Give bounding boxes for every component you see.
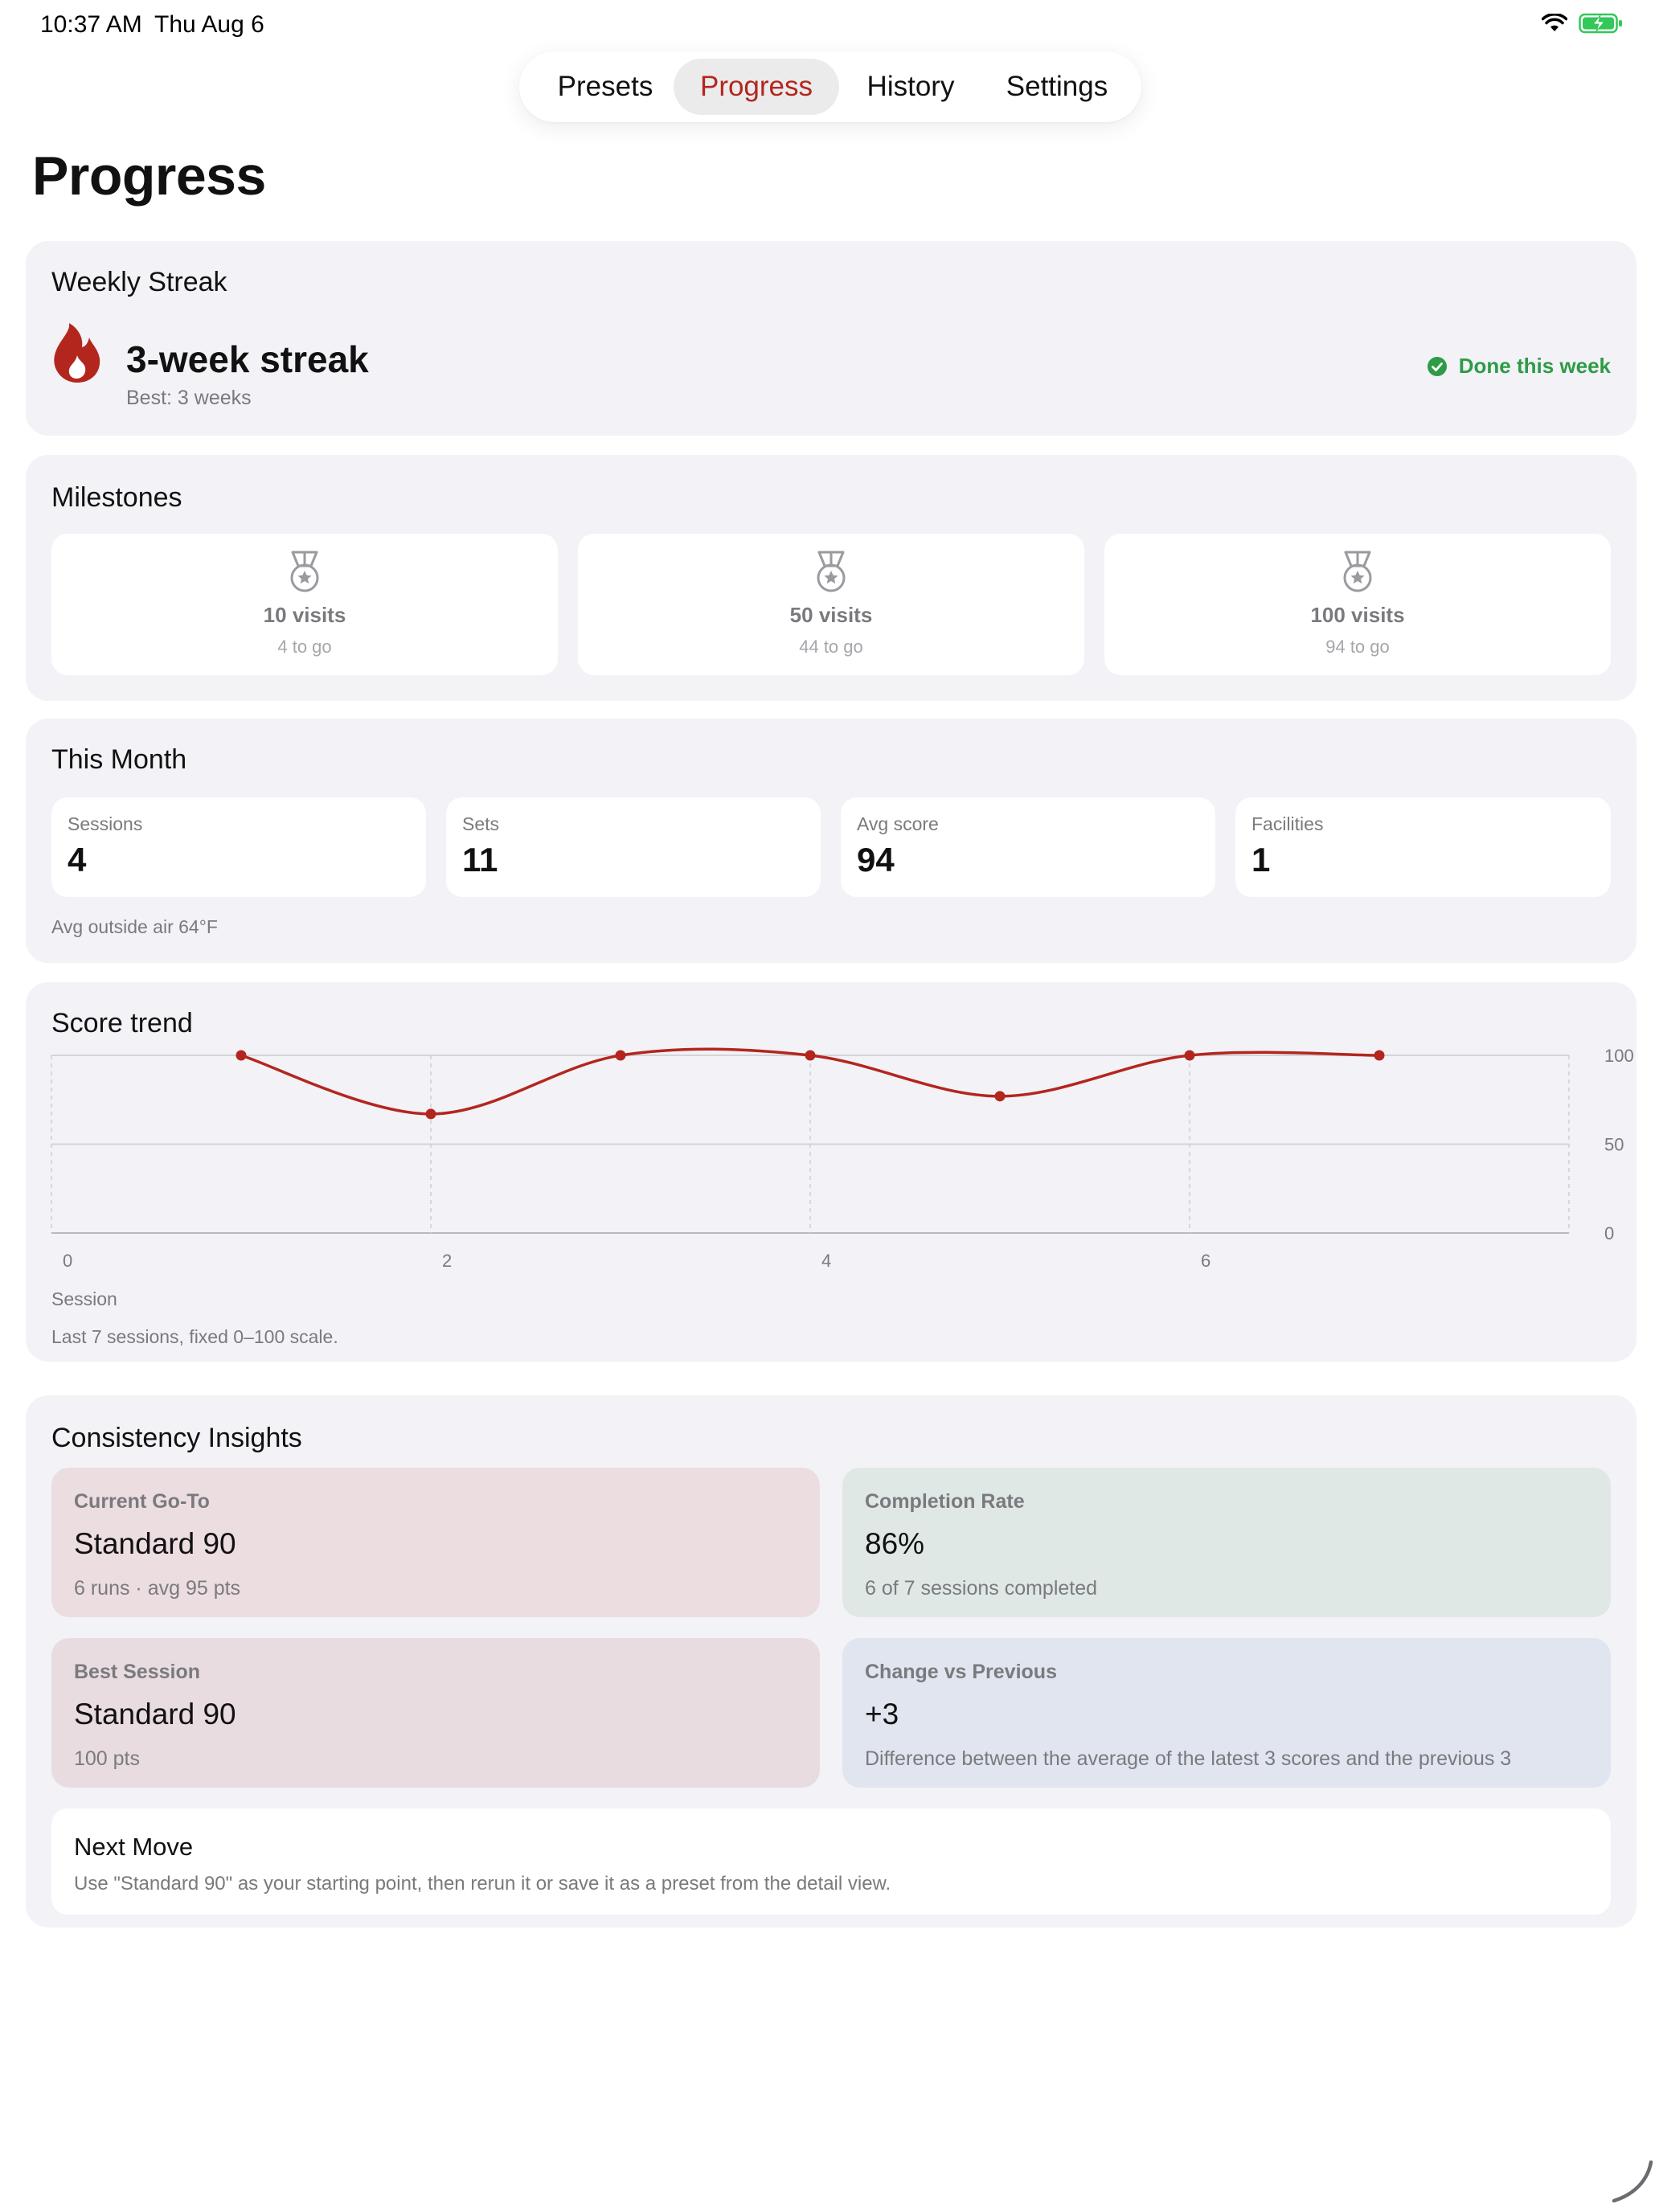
status-date: Thu Aug 6 [154,11,264,38]
milestone-remaining: 44 to go [799,637,863,657]
tab-presets[interactable]: Presets [557,71,653,102]
weekly-streak-card: Weekly Streak 3-week streak Best: 3 week… [26,241,1636,436]
x-tick-label: 4 [821,1251,831,1271]
battery-charging-icon [1579,13,1622,34]
data-point [425,1108,436,1120]
score-trend-title: Score trend [51,1008,193,1038]
scroll-handle-icon[interactable] [1609,2159,1654,2204]
data-point [805,1050,816,1061]
insight-label: Best Session [74,1661,201,1683]
tab-bar: Presets Progress History Settings [519,51,1141,122]
this-month-title: This Month [51,744,187,775]
milestone-50-visits: 50 visits 44 to go [578,534,1084,675]
insight-value: 86% [865,1527,925,1560]
x-tick-label: 2 [442,1251,452,1271]
stat-label: Facilities [1251,813,1324,834]
insight-change-vs-previous: Change vs Previous +3 Difference between… [842,1638,1611,1788]
stat-value: 1 [1251,841,1271,879]
tab-history[interactable]: History [866,71,955,102]
milestone-label: 100 visits [1310,603,1405,627]
data-point [236,1050,247,1061]
stat-label: Sessions [68,813,143,834]
milestones-title: Milestones [51,482,182,513]
milestones-card: Milestones 10 visits 4 to go 50 visits 4… [26,455,1636,701]
milestone-remaining: 4 to go [277,637,332,657]
insight-sub: Difference between the average of the la… [865,1747,1512,1770]
score-trend-note: Last 7 sessions, fixed 0–100 scale. [51,1326,338,1347]
consistency-insights-card: Consistency Insights Current Go-To Stand… [26,1395,1636,1927]
x-tick-label: 6 [1201,1251,1210,1271]
insight-sub: 6 of 7 sessions completed [865,1577,1098,1600]
stat-sets: Sets 11 [446,797,821,897]
x-tick-label: 0 [63,1251,72,1271]
milestone-100-visits: 100 visits 94 to go [1104,534,1611,675]
x-axis-label: Session [51,1288,117,1309]
wifi-icon [1542,14,1567,31]
status-time: 10:37 AM [40,11,142,38]
stat-value: 94 [857,841,895,879]
done-this-week-label: Done this week [1458,354,1611,378]
consistency-insights-title: Consistency Insights [51,1423,302,1453]
stat-label: Sets [462,813,500,834]
tab-settings[interactable]: Settings [1006,71,1108,102]
insight-sub: 100 pts [74,1747,141,1770]
milestone-label: 10 visits [263,603,346,627]
insight-current-go-to: Current Go-To Standard 90 6 runs · avg 9… [51,1468,820,1617]
score-trend-chart: 0 50 100 0 2 4 6 Session [51,1046,1634,1309]
insight-label: Current Go-To [74,1490,210,1513]
insight-value: Standard 90 [74,1698,236,1731]
page-title: Progress [32,145,266,207]
stat-avg-score: Avg score 94 [841,797,1215,897]
next-move-box: Next Move Use "Standard 90" as your star… [51,1809,1611,1915]
insight-value: +3 [865,1698,899,1731]
insight-completion-rate: Completion Rate 86% 6 of 7 sessions comp… [842,1468,1611,1617]
milestone-remaining: 94 to go [1325,637,1390,657]
medal-icon [290,551,319,592]
y-tick-label: 100 [1604,1046,1634,1066]
insight-value: Standard 90 [74,1527,236,1560]
y-tick-label: 50 [1604,1135,1624,1155]
next-move-title: Next Move [74,1833,194,1861]
insight-label: Change vs Previous [865,1661,1057,1683]
insight-best-session: Best Session Standard 90 100 pts [51,1638,820,1788]
milestone-10-visits: 10 visits 4 to go [51,534,558,675]
stat-sessions: Sessions 4 [51,797,426,897]
weekly-streak-title: Weekly Streak [51,267,227,297]
avg-outside-air-note: Avg outside air 64°F [51,916,218,937]
stat-value: 11 [462,841,498,879]
check-circle-icon [1427,356,1447,376]
status-icons [1542,13,1624,34]
data-point [615,1050,626,1061]
data-point [994,1091,1006,1102]
stat-value: 4 [68,841,87,879]
insight-sub: 6 runs · avg 95 pts [74,1577,241,1600]
insight-label: Completion Rate [865,1490,1025,1513]
stat-facilities: Facilities 1 [1235,797,1611,897]
data-point [1374,1050,1385,1061]
streak-best: Best: 3 weeks [126,387,252,409]
milestone-label: 50 visits [789,603,873,627]
stat-label: Avg score [857,813,939,834]
tab-progress[interactable]: Progress [674,59,839,115]
status-bar: 10:37 AM Thu Aug 6 [0,0,1659,56]
y-tick-label: 0 [1604,1223,1614,1243]
data-point [1184,1050,1195,1061]
this-month-card: This Month Sessions 4 Sets 11 Avg score … [26,719,1636,963]
done-this-week-badge: Done this week [1427,354,1611,379]
flame-icon [54,323,100,383]
medal-icon [817,551,846,592]
medal-icon [1343,551,1372,592]
streak-headline: 3-week streak [126,338,369,380]
score-trend-card: Score trend 0 50 100 0 2 4 6 Session Last 7 ses… [26,982,1636,1362]
next-move-text: Use "Standard 90" as your starting point… [74,1873,891,1895]
